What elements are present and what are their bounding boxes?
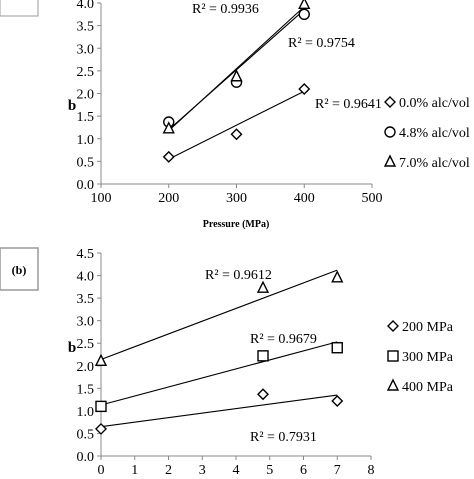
data-point [230, 69, 243, 82]
panel-a-marks: 0.0 0.5 1.0 1.5 2.0 2.5 3.0 3.5 4.0 100 200 300 400 5… [77, 0, 383, 206]
trendline [100, 269, 338, 360]
panel-b-legend: 200 MPa 300 MPa 400 MPa [386, 320, 454, 395]
y-axis-label: b [68, 98, 76, 114]
y-tick-label: 1.0 [77, 405, 95, 420]
y-axis-label: b [68, 340, 76, 356]
data-point [94, 353, 108, 366]
legend-label: 0.0% alc/vol [399, 96, 470, 111]
panel-b-label: (b) [12, 263, 27, 277]
r2-annotation: R² = 0.7931 [250, 430, 317, 445]
legend-marker [387, 320, 399, 332]
x-tick-label: 100 [91, 191, 112, 206]
x-tick-label: 3 [199, 463, 206, 474]
r2-annotation: R² = 0.9641 [315, 97, 382, 112]
y-tick-label: 1.5 [77, 382, 95, 397]
data-point [257, 350, 269, 362]
panel-a-legend: 0.0% alc/vol 4.8% alc/vol 7.0% alc/vol [383, 96, 470, 171]
legend-marker [384, 126, 396, 138]
legend-marker [384, 96, 396, 108]
panel-a-label-box [0, 0, 39, 17]
x-tick-label: 200 [158, 191, 179, 206]
y-tick-label: 1.5 [77, 110, 95, 125]
y-tick-label: 2.0 [77, 360, 95, 375]
r2-annotation: R² = 0.9612 [205, 268, 272, 283]
r2-annotation: R² = 0.9679 [250, 332, 317, 347]
panel-b: (b) b R² = 0.9612 R² = 0.9679 R² = 0.793… [0, 247, 454, 478]
trendline [100, 394, 338, 428]
y-tick-label: 2.5 [77, 65, 95, 80]
r2-annotation: R² = 0.9936 [192, 2, 259, 17]
x-tick-label: 400 [294, 191, 315, 206]
data-point [298, 82, 311, 95]
legend-label: 4.8% alc/vol [399, 126, 470, 141]
y-tick-label: 3.5 [77, 292, 95, 307]
y-tick-label: 0.5 [77, 427, 95, 442]
data-point [257, 388, 269, 401]
x-tick-label: 300 [226, 191, 247, 206]
data-point [256, 280, 270, 293]
legend-marker [383, 154, 397, 167]
x-tick-label: 8 [368, 463, 375, 474]
y-tick-label: 4.0 [77, 0, 95, 12]
legend-marker [386, 378, 400, 391]
panel-b-marks: 0.0 0.5 1.0 1.5 2.0 2.5 3.0 3.5 4.0 4.5 0 1 2 3 4 5 6 7 8 [77, 247, 375, 478]
data-point [298, 0, 311, 10]
trendline [100, 341, 338, 406]
x-tick-label: 6 [300, 463, 307, 474]
y-tick-label: 3.5 [77, 20, 95, 35]
data-point [298, 8, 310, 21]
y-tick-label: 3.0 [77, 42, 95, 57]
panel-a: b Pressure (MPa) R² = 0.9936 R² = 0.9754… [0, 0, 470, 230]
legend-label: 300 MPa [402, 350, 454, 365]
x-tick-label: 7 [334, 463, 341, 474]
y-tick-label: 2.0 [77, 88, 95, 103]
legend-label: 200 MPa [402, 320, 454, 335]
data-point [331, 270, 344, 283]
data-point [162, 121, 175, 134]
x-tick-label: 4 [233, 463, 240, 474]
y-tick-label: 0.0 [77, 450, 95, 465]
data-point [95, 400, 107, 413]
x-tick-label: 1 [131, 463, 138, 474]
y-tick-label: 4.5 [77, 247, 95, 262]
r2-annotation: R² = 0.9754 [288, 36, 355, 51]
y-tick-label: 1.0 [77, 133, 95, 148]
data-point [162, 150, 175, 163]
data-point [331, 394, 344, 407]
y-tick-label: 2.5 [77, 337, 95, 352]
trendline [168, 90, 305, 160]
panel-b-label-box [0, 247, 39, 291]
x-tick-label: 2 [165, 463, 172, 474]
y-tick-label: 0.5 [77, 155, 95, 170]
y-tick-label: 0.0 [77, 178, 95, 193]
data-point [230, 128, 243, 141]
data-point [331, 342, 343, 354]
x-axis-label: Pressure (MPa) [203, 219, 270, 230]
y-tick-label: 3.0 [77, 315, 95, 330]
x-tick-label: 5 [266, 463, 273, 474]
trendline [168, 6, 305, 132]
x-tick-label: 500 [362, 191, 383, 206]
data-point [95, 422, 107, 435]
x-tick-label: 0 [98, 463, 105, 474]
legend-label: 7.0% alc/vol [399, 156, 470, 171]
legend-label: 400 MPa [402, 380, 454, 395]
y-tick-label: 4.0 [77, 270, 95, 285]
legend-marker [387, 350, 399, 362]
